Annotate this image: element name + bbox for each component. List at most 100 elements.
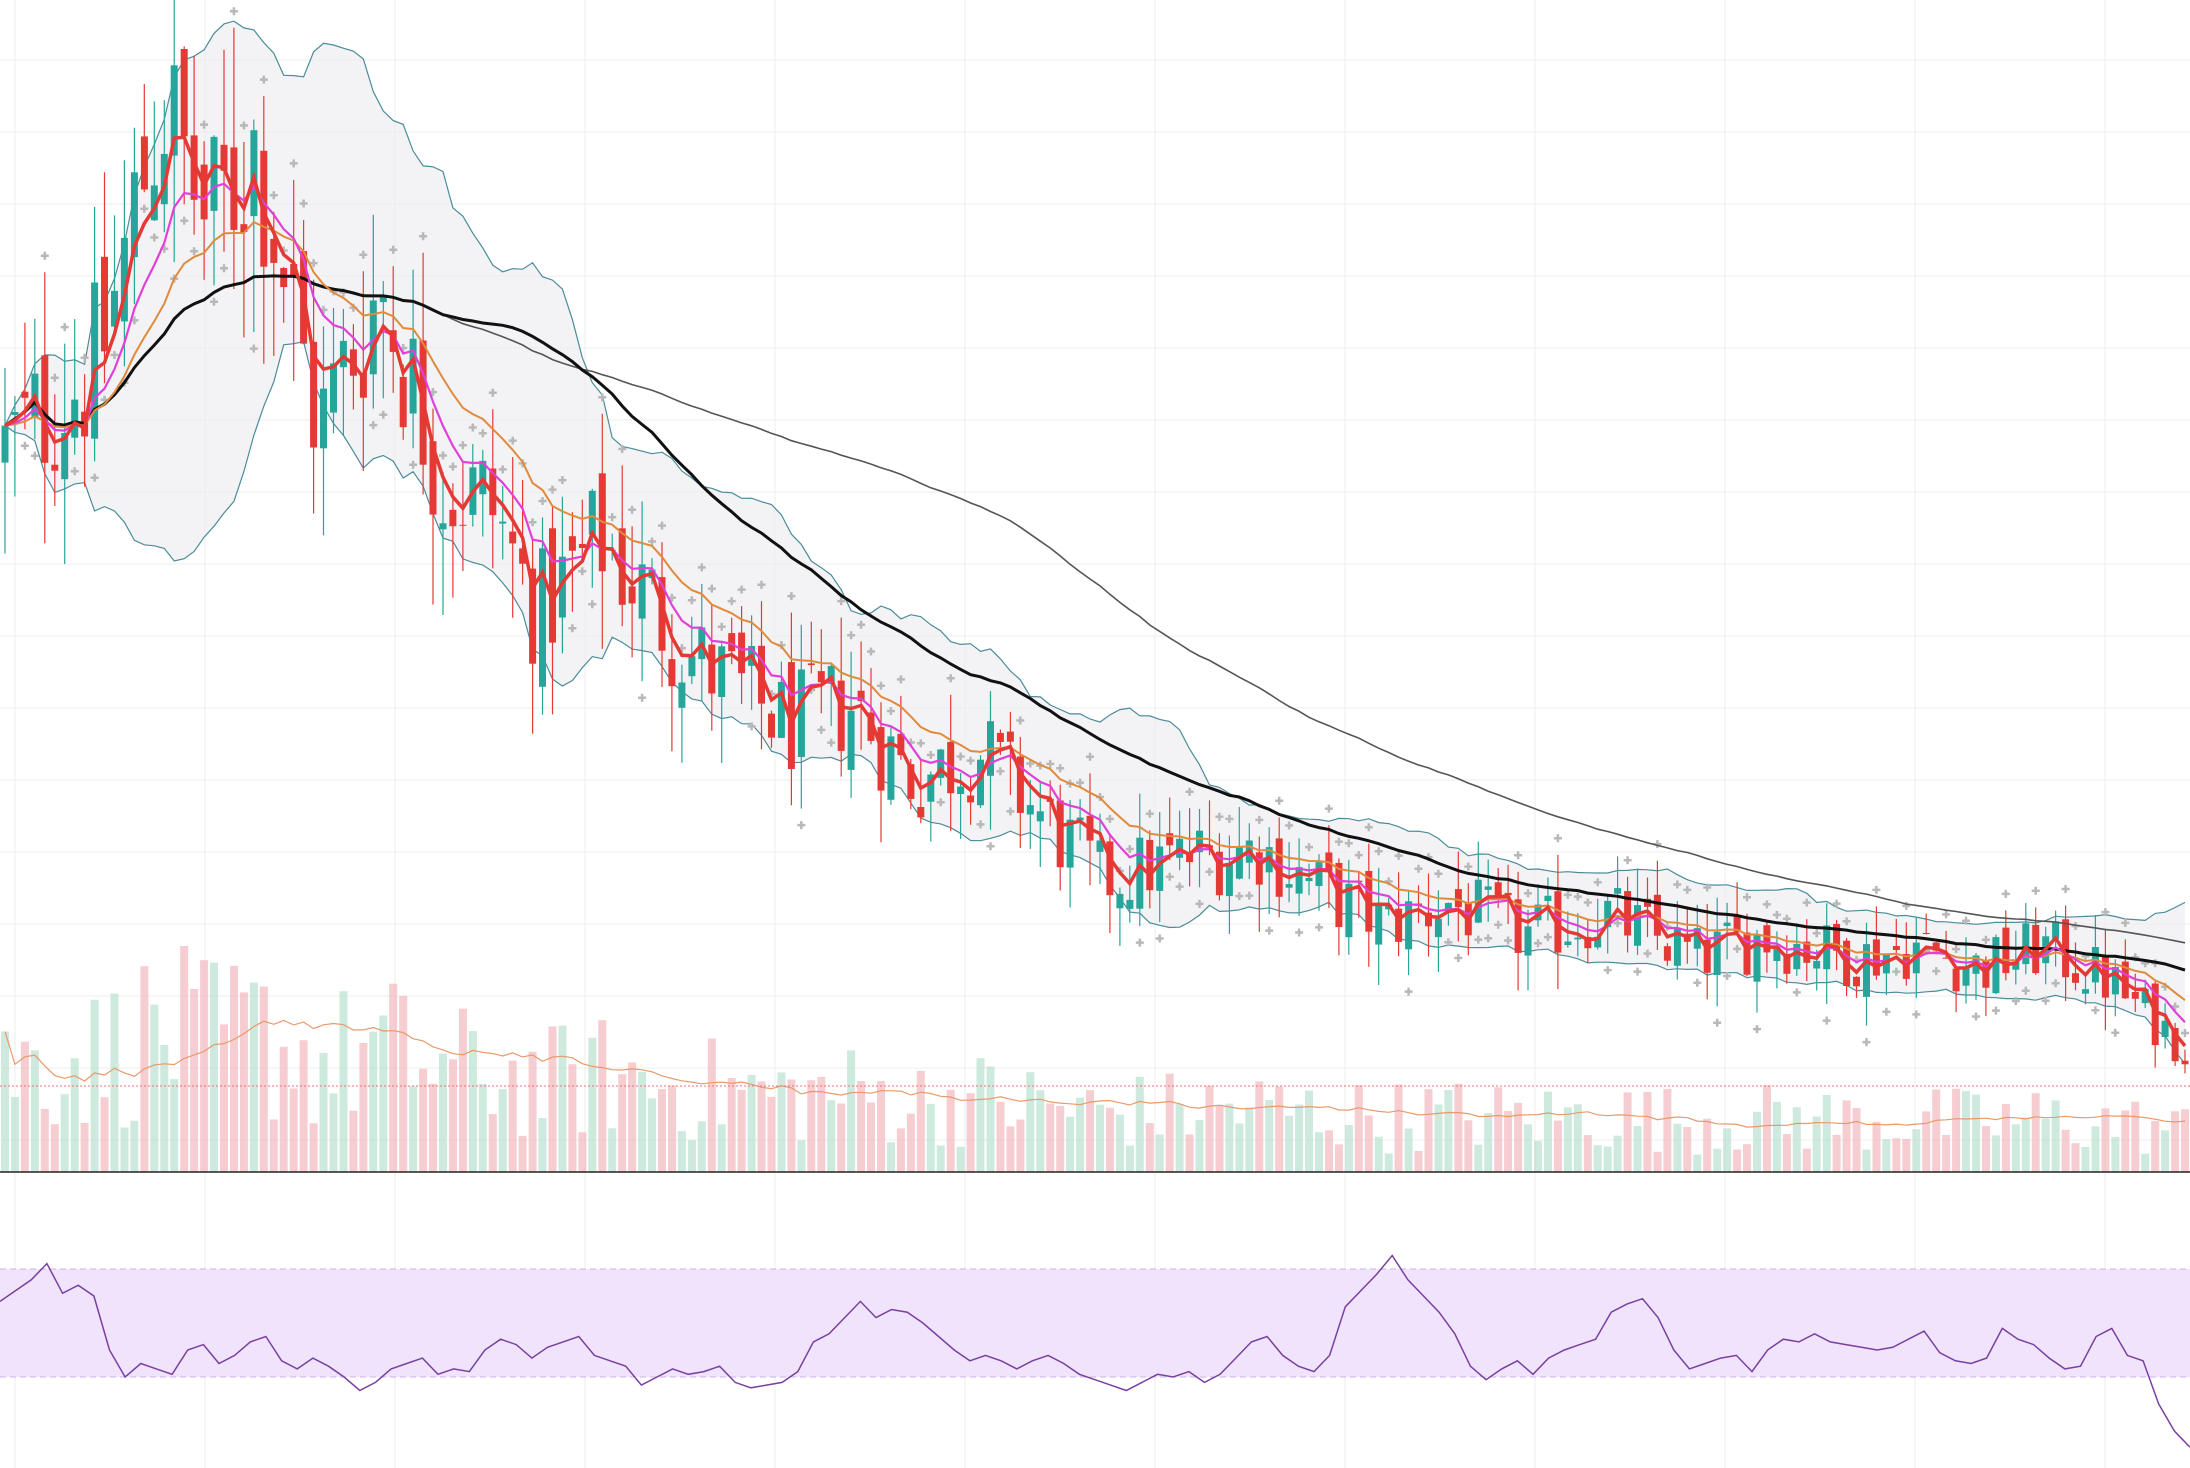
- sar-marker: [309, 259, 318, 268]
- candle-body: [2131, 992, 2139, 999]
- candle-body: [369, 300, 377, 375]
- candle-body: [1942, 957, 1950, 959]
- volume-bar: [1086, 1090, 1094, 1172]
- volume-bar: [1544, 1091, 1552, 1172]
- candle-body: [817, 671, 825, 683]
- sar-marker: [1076, 778, 1085, 787]
- candle-body: [1594, 936, 1602, 948]
- candle-body: [1126, 899, 1134, 909]
- candle-body: [857, 690, 865, 702]
- sar-marker: [837, 597, 846, 606]
- sar-marker: [1056, 764, 1065, 773]
- sar-marker: [419, 232, 428, 241]
- volume-bar: [548, 1026, 557, 1172]
- volume-bar: [518, 1135, 527, 1172]
- bollinger-fill: [5, 21, 2185, 1065]
- volume-bar: [120, 1127, 129, 1172]
- candle-body: [140, 136, 148, 190]
- volume-bar: [1593, 1145, 1602, 1172]
- sar-marker: [1693, 978, 1702, 987]
- volume-bar: [1454, 1083, 1463, 1172]
- volume-bar: [2171, 1111, 2180, 1172]
- sar-marker: [1912, 1010, 1921, 1019]
- bollinger-bands: [4, 20, 2186, 1065]
- sar-marker: [757, 580, 766, 589]
- sar-marker: [1822, 1016, 1831, 1025]
- sar-marker: [508, 436, 517, 445]
- sar-marker: [448, 462, 457, 471]
- sar-marker: [986, 842, 995, 851]
- candle-body: [1295, 867, 1303, 894]
- sar-marker: [1683, 885, 1692, 894]
- volume-bar: [20, 1041, 29, 1172]
- volume-bar: [1782, 1134, 1791, 1172]
- volume-bar: [658, 1089, 666, 1172]
- candle-body: [1096, 840, 1104, 852]
- volume-bar: [2021, 1117, 2030, 1172]
- sar-marker: [1553, 834, 1562, 843]
- volume-bar: [1235, 1123, 1244, 1172]
- volume-ma-line: [4, 1019, 2186, 1128]
- sar-marker: [1942, 910, 1951, 919]
- candle-body: [120, 237, 128, 322]
- rsi-line: [0, 1254, 2190, 1448]
- volume-bar: [299, 1040, 308, 1172]
- volume-bar: [847, 1050, 856, 1172]
- candle-body: [1892, 946, 1900, 950]
- candle-body: [1026, 805, 1034, 815]
- volume-bar: [668, 1085, 676, 1172]
- candle-body: [1733, 916, 1741, 932]
- sar-marker: [737, 585, 746, 594]
- sar-marker: [916, 739, 925, 748]
- candle-body: [1056, 800, 1064, 868]
- candle-body: [91, 282, 99, 439]
- volume-bar: [349, 1110, 358, 1172]
- candle-body: [877, 727, 885, 791]
- volume-bar: [1484, 1113, 1493, 1172]
- candle-body: [658, 577, 666, 651]
- volume-bar: [558, 1025, 567, 1172]
- sar-marker: [2011, 997, 2020, 1005]
- sar-marker: [1334, 837, 1343, 846]
- sar-marker: [2001, 889, 2010, 898]
- volume-bar: [239, 992, 248, 1172]
- candle-body: [439, 523, 447, 530]
- sar-marker: [439, 451, 447, 460]
- volume-bar: [747, 1074, 756, 1172]
- volume-bar: [1842, 1100, 1851, 1172]
- candle-body: [170, 65, 178, 156]
- candle-body: [2151, 983, 2159, 1046]
- sar-marker: [70, 467, 79, 476]
- candle-body: [1773, 946, 1781, 961]
- candle-body: [529, 568, 537, 664]
- volume-bar: [1135, 1076, 1144, 1172]
- volume-bar: [717, 1124, 726, 1172]
- sar-marker: [1354, 851, 1363, 860]
- sar-marker: [886, 707, 895, 715]
- candle-body: [887, 736, 895, 800]
- volume-bar: [468, 1031, 477, 1172]
- volume-bar: [568, 1064, 577, 1172]
- candle-body: [1544, 895, 1552, 901]
- volume-bar: [190, 989, 199, 1172]
- sar-marker: [548, 485, 557, 494]
- sar-marker: [1434, 869, 1443, 878]
- candle-body: [2012, 961, 2020, 970]
- volume-bar: [2001, 1104, 2010, 1172]
- volume-bar: [1205, 1085, 1214, 1172]
- sar-marker: [1981, 935, 1990, 944]
- candle-body: [847, 710, 855, 770]
- candle-body: [1743, 932, 1751, 975]
- sar-marker: [1046, 759, 1055, 768]
- volume-bar: [339, 991, 348, 1172]
- sar-marker: [409, 460, 418, 469]
- volume-bar: [2031, 1093, 2040, 1172]
- sar-marker: [2121, 918, 2130, 927]
- candle-body: [618, 528, 626, 605]
- volume-bar: [2041, 1118, 2050, 1172]
- candle-body: [1962, 967, 1970, 986]
- candle-body: [957, 786, 965, 794]
- sar-marker: [1573, 892, 1582, 901]
- volume-bar: [2051, 1100, 2060, 1172]
